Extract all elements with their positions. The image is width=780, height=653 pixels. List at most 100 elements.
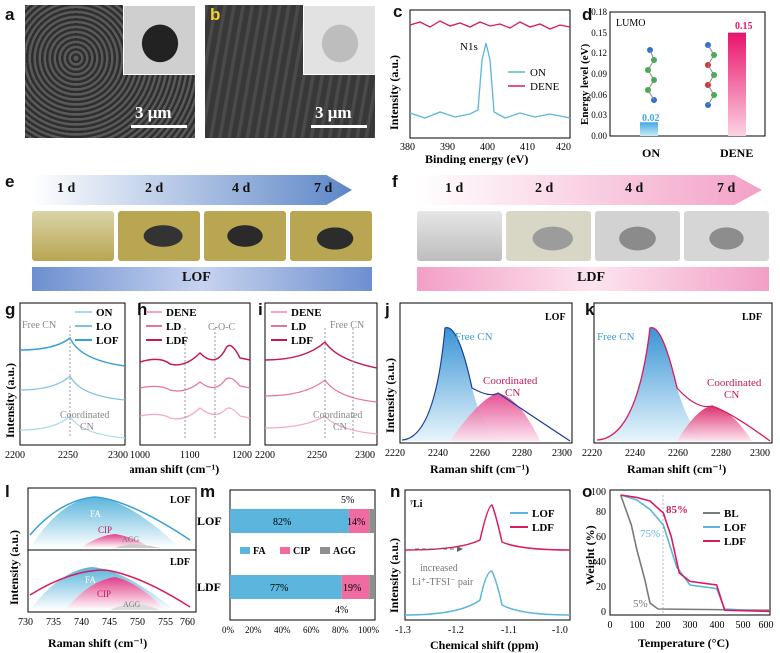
photo-strip-f: 1 d 2 d 4 d 7 d LDF <box>417 175 772 293</box>
legend-agg-m: AGG <box>333 546 356 557</box>
vial-e-2 <box>118 211 200 261</box>
day-label-f-1: 1 d <box>445 181 464 196</box>
annot-free-cn-i: Free CN <box>330 320 364 331</box>
series-dene-c <box>409 20 571 30</box>
panel-label-o: o <box>582 482 593 501</box>
xtick-n-0: -1.3 <box>395 625 411 636</box>
xlabel-k: Raman shift (cm⁻¹) <box>627 462 726 476</box>
series-lof-o <box>620 494 771 613</box>
panel-label-c: c <box>393 2 403 21</box>
xlabel-gh: Raman shift (cm⁻¹) <box>130 462 219 476</box>
legend-on-c: ON <box>530 67 546 79</box>
xtick-c-3: 410 <box>520 142 535 153</box>
day-label-e-4: 7 d <box>314 181 333 196</box>
label-fa-l-top: FA <box>90 509 101 519</box>
annot-cn-k: CN <box>724 389 739 401</box>
peak-coord-j <box>450 393 540 441</box>
bar-label-e: LOF <box>182 270 211 285</box>
xtick-m-2: 40% <box>274 625 291 635</box>
plot-frame-d <box>609 11 766 137</box>
legend-ldf-i: LDF <box>291 335 313 347</box>
xtick-g-1: 2250 <box>58 450 78 461</box>
legend-lo-g: LO <box>96 321 112 333</box>
bar-e <box>32 267 372 291</box>
bar-f <box>417 267 769 291</box>
xtick-i-1: 2250 <box>307 450 327 461</box>
arrow-e <box>32 175 352 205</box>
category-ldf-m: LDF <box>197 580 221 594</box>
ytick-o-2: 40 <box>596 557 606 568</box>
plot-frame-c <box>409 9 571 139</box>
photo-strip-e: 1 d 2 d 4 d 7 d LOF <box>32 175 372 293</box>
title-k: LDF <box>742 312 762 323</box>
molecule-on <box>645 47 657 103</box>
vial-f-3 <box>595 211 680 261</box>
xtick-l-1: 735 <box>46 617 61 628</box>
chart-c: N1s ON DENE 380 390 400 410 420 Binding … <box>387 9 571 165</box>
xtick-k-0: 2220 <box>582 448 602 459</box>
xtick-n-1: -1.2 <box>448 625 464 636</box>
xlabel-n: Chemical shift (ppm) <box>430 638 539 652</box>
day-label-e-3: 4 d <box>232 181 251 196</box>
xtick-c-1: 390 <box>440 142 455 153</box>
ytick-o-3: 60 <box>596 532 606 543</box>
ytick-o-0: 0 <box>601 607 606 618</box>
xtick-o-3: 300 <box>683 620 698 631</box>
ylabel-g: Intensity (a.u.) <box>3 363 17 438</box>
legend-on-g: ON <box>96 307 113 319</box>
xtick-l-2: 740 <box>74 617 89 628</box>
xtick-o-1: 100 <box>630 620 645 631</box>
chart-o: 85% 75% 5% BL LOF LDF 0 20 40 60 80 100 … <box>583 487 774 650</box>
annot-coord-i: Coordinated <box>313 410 362 421</box>
legend-lof-o: LOF <box>724 522 747 534</box>
category-dene: DENE <box>720 146 753 160</box>
bar-ldf-fa <box>230 575 342 599</box>
panel-label-g: g <box>5 300 16 319</box>
xlabel-j: Raman shift (cm⁻¹) <box>430 462 529 476</box>
annot-cn-i: CN <box>333 422 347 433</box>
legend-fa-m: FA <box>253 546 266 557</box>
annot-coord-k: Coordinated <box>707 377 762 389</box>
series-ldf-o <box>620 494 771 613</box>
ylabel-l: Intensity (a.u.) <box>7 530 21 605</box>
xtick-o-2: 200 <box>656 620 671 631</box>
scale-label-a: 3 μm <box>135 103 172 122</box>
scale-bar-b <box>311 125 367 128</box>
label-agg-l-bot: AGG <box>123 600 141 609</box>
xtick-l-4: 750 <box>130 617 145 628</box>
xtick-k-1: 2240 <box>625 448 645 459</box>
series-ldf-h <box>139 344 251 366</box>
fit-l-bot <box>29 569 191 608</box>
xtick-o-5: 500 <box>736 620 751 631</box>
xtick-m-0: 0% <box>222 625 235 635</box>
xtick-o-0: 0 <box>608 620 613 631</box>
xtick-c-2: 400 <box>480 142 495 153</box>
yticks-d: 0.00 0.03 0.06 0.09 0.12 0.15 0.18 <box>591 7 607 141</box>
value-label-ldf-cip: 19% <box>343 583 361 594</box>
xtick-m-4: 80% <box>332 625 349 635</box>
xtick-l-5: 755 <box>158 617 173 628</box>
bar-lof-cip <box>348 509 370 533</box>
chart-l: LOF FA CIP AGG LDF FA CIP AGG 730 735 74… <box>7 487 197 650</box>
bar-lof-fa <box>230 509 349 533</box>
panel-label-m: m <box>200 482 216 501</box>
day-label-f-3: 4 d <box>625 181 644 196</box>
ytick-o-5: 100 <box>591 487 606 498</box>
day-label-e-2: 2 d <box>145 181 164 196</box>
series-ld-h <box>139 377 251 392</box>
ytick-d-0: 0.00 <box>591 131 607 141</box>
xtick-g-0: 2200 <box>5 450 25 461</box>
agg-area-l-top <box>115 544 160 548</box>
fit-line-j <box>401 327 571 442</box>
day-label-f-2: 2 d <box>535 181 554 196</box>
ytick-d-1: 0.03 <box>591 110 607 120</box>
vial-e-4 <box>290 211 372 261</box>
agg-area-l-bot <box>110 603 160 610</box>
panel-label-k: k <box>585 300 595 319</box>
annot-free-cn-j: Free CN <box>455 331 493 343</box>
value-label-ldf-agg: 4% <box>335 605 348 616</box>
xtick-i-2: 2300 <box>355 450 375 461</box>
fit-line-k <box>596 327 771 442</box>
series-lo-g <box>19 375 126 401</box>
ylabel-n: Intensity (a.u.) <box>387 538 401 613</box>
